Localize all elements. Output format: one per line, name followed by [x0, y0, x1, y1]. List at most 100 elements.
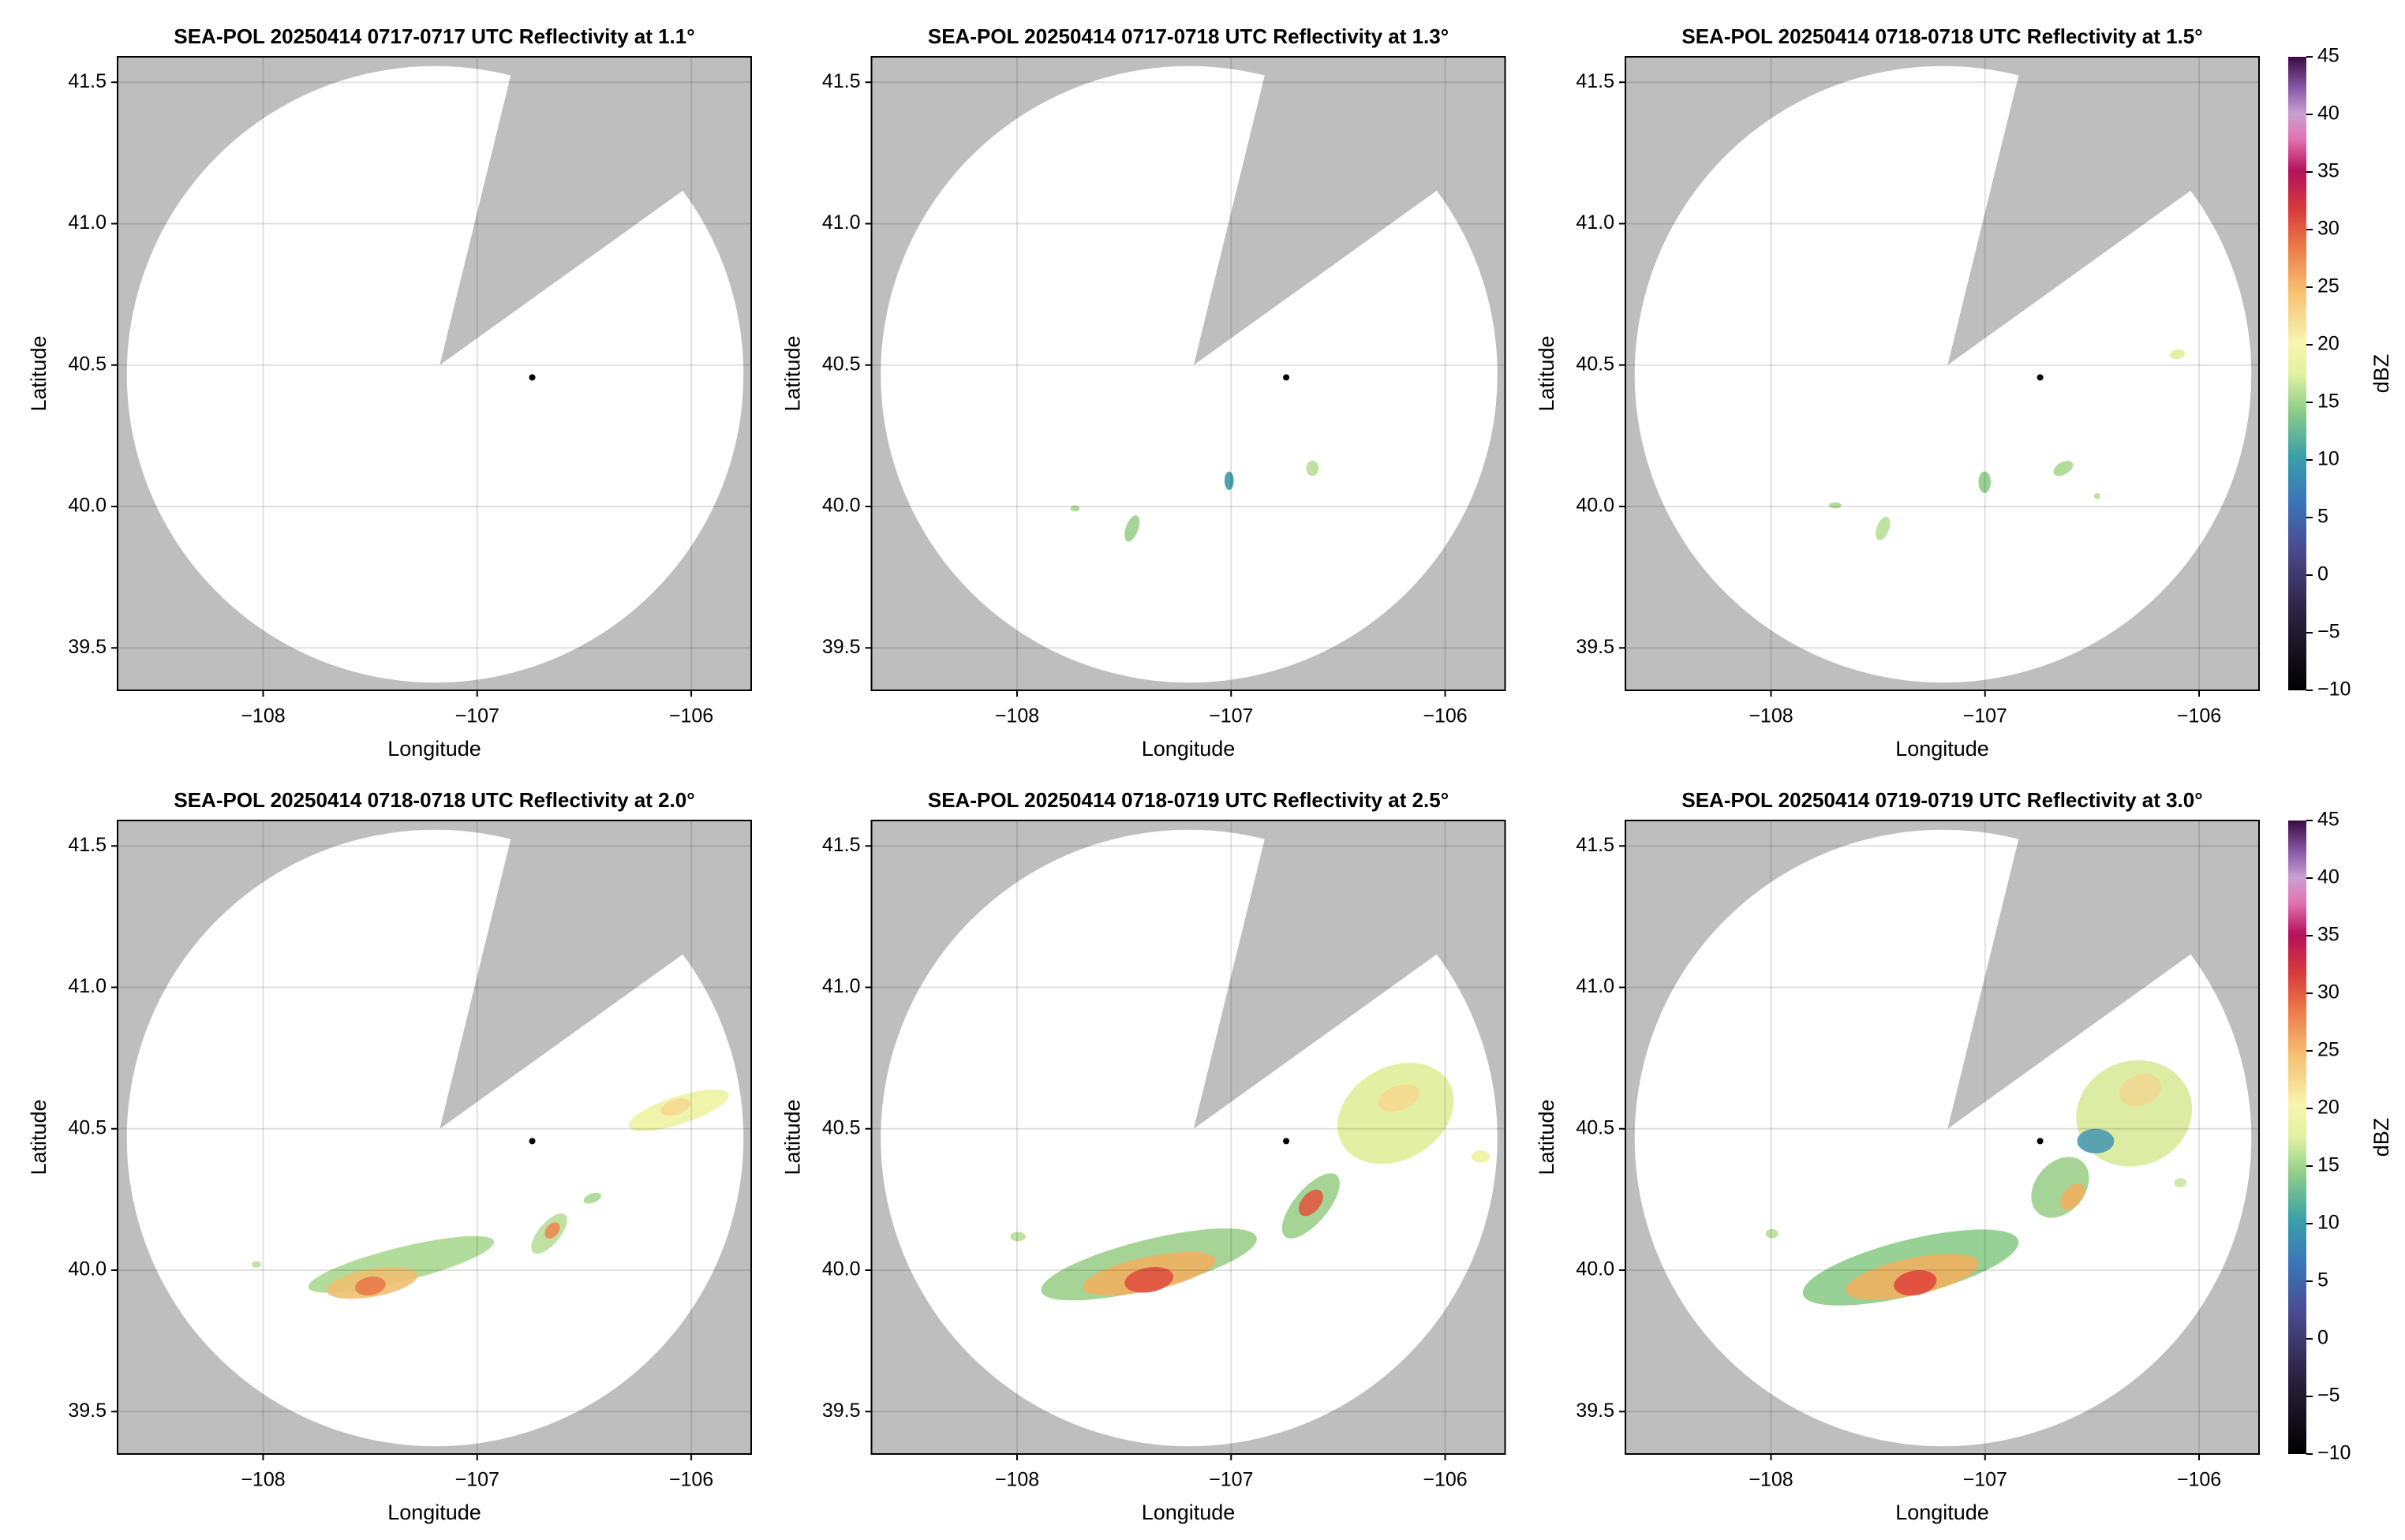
echo — [1978, 471, 1992, 493]
y-tick-label: 41.5 — [822, 834, 861, 856]
colorbar-tick-label: 15 — [2317, 1154, 2340, 1176]
x-axis-label: Longitude — [1142, 1501, 1236, 1524]
colorbar-tick-label: −5 — [2317, 621, 2340, 643]
y-tick-label: 39.5 — [1576, 1400, 1614, 1422]
y-axis-label: Latitude — [27, 335, 50, 411]
chart-title: SEA-POL 20250414 0717-0718 UTC Reflectiv… — [928, 24, 1449, 48]
y-tick-label: 41.0 — [822, 211, 861, 234]
x-tick-label: −108 — [241, 1469, 285, 1491]
echo — [1070, 505, 1080, 512]
plot-frame — [870, 56, 1506, 691]
plot-frame — [117, 56, 752, 691]
panel: −108 −107 −106 39.5 40.0 40.5 41.0 41.5 SEA-POL … — [1535, 24, 2393, 761]
colorbar-tick-label: −5 — [2317, 1385, 2340, 1407]
radar-site — [529, 1138, 536, 1145]
echo — [1306, 460, 1319, 477]
y-tick-label: 41.5 — [822, 70, 861, 92]
x-tick-label: −108 — [995, 705, 1039, 727]
x-tick-label: −107 — [1963, 705, 2007, 727]
x-axis-label: Longitude — [387, 737, 481, 761]
echo — [1124, 515, 1140, 542]
echo — [251, 1261, 261, 1268]
echo — [2053, 461, 2074, 477]
y-tick-label: 41.5 — [68, 834, 107, 856]
y-tick-label: 41.5 — [1576, 834, 1614, 856]
colorbar-tick-label: 10 — [2317, 448, 2340, 470]
echo — [1876, 516, 1891, 540]
y-tick-label: 41.5 — [68, 70, 107, 92]
x-tick-label: −107 — [1209, 1469, 1253, 1491]
colorbar-tick-label: 35 — [2317, 160, 2340, 182]
y-tick-label: 39.5 — [822, 1400, 861, 1422]
blocked-sector — [1947, 820, 2259, 1129]
radar-site — [2037, 374, 2044, 381]
colorbar-label: dBZ — [2369, 1118, 2393, 1157]
colorbar-tick-label: 0 — [2317, 1327, 2328, 1349]
colorbar-tick-label: −10 — [2317, 678, 2351, 701]
x-tick-label: −108 — [1749, 1469, 1793, 1491]
blocked-sector — [439, 820, 751, 1129]
x-tick-label: −107 — [455, 705, 499, 727]
echo — [2093, 492, 2100, 499]
echo — [1010, 1232, 1026, 1242]
x-tick-label: −106 — [1423, 705, 1467, 727]
echo — [1765, 1228, 1779, 1239]
colorbar-tick-label: 20 — [2317, 1097, 2340, 1119]
x-tick-label: −107 — [1963, 1469, 2007, 1491]
colorbar-tick-label: −10 — [2317, 1442, 2351, 1464]
panel: −108 −107 −106 39.5 40.0 40.5 41.0 41.5 SEA-POL … — [781, 24, 1506, 761]
echo — [1124, 1266, 1174, 1293]
colorbar-tick-label: 25 — [2317, 275, 2340, 297]
y-tick-label: 40.5 — [822, 1116, 861, 1138]
colorbar-tick-label: 20 — [2317, 333, 2340, 355]
echo — [1471, 1150, 1490, 1163]
blocked-sector — [1947, 57, 2259, 365]
x-axis-label: Longitude — [1895, 1501, 1989, 1524]
colorbar-tick-label: 35 — [2317, 924, 2340, 946]
y-tick-label: 40.5 — [1576, 353, 1614, 375]
y-tick-label: 40.0 — [1576, 1258, 1614, 1280]
x-tick-label: −106 — [2177, 1469, 2221, 1491]
y-tick-label: 40.5 — [68, 1116, 107, 1138]
y-tick-label: 39.5 — [68, 1400, 107, 1422]
echo — [2174, 1178, 2187, 1187]
x-tick-label: −106 — [1423, 1469, 1467, 1491]
colorbar-tick-label: 5 — [2317, 1269, 2328, 1291]
panel: −108 −107 −106 39.5 40.0 40.5 41.0 41.5 SEA-POL … — [1535, 788, 2393, 1524]
echo — [355, 1276, 386, 1296]
chart-title: SEA-POL 20250414 0719-0719 UTC Reflectiv… — [1681, 788, 2202, 812]
colorbar-tick-label: 15 — [2317, 391, 2340, 413]
colorbar — [2288, 820, 2306, 1454]
chart-title: SEA-POL 20250414 0717-0717 UTC Reflectiv… — [174, 24, 694, 48]
y-tick-label: 41.0 — [1576, 211, 1614, 234]
y-tick-label: 40.0 — [822, 495, 861, 517]
echo — [2169, 349, 2186, 360]
y-tick-label: 41.5 — [1576, 70, 1614, 92]
echo — [1224, 471, 1234, 491]
blocked-sector — [1193, 57, 1505, 365]
colorbar-tick-label: 25 — [2317, 1039, 2340, 1061]
echo — [1828, 502, 1842, 509]
echo — [660, 1098, 691, 1116]
echo — [2077, 1128, 2115, 1154]
colorbar-label: dBZ — [2369, 354, 2393, 394]
echo — [1298, 1189, 1323, 1217]
y-tick-label: 39.5 — [68, 636, 107, 658]
x-axis-label: Longitude — [387, 1501, 481, 1524]
colorbar-tick-label: 0 — [2317, 563, 2328, 585]
y-tick-label: 40.0 — [68, 1258, 107, 1280]
colorbar — [2288, 57, 2306, 690]
y-axis-label: Latitude — [27, 1099, 50, 1175]
radar-site — [1283, 1138, 1290, 1145]
radar-site — [1283, 374, 1290, 381]
echo — [2119, 1074, 2162, 1107]
colorbar-tick-label: 10 — [2317, 1212, 2340, 1234]
y-axis-label: Latitude — [1535, 1099, 1558, 1175]
chart-title: SEA-POL 20250414 0718-0718 UTC Reflectiv… — [174, 788, 694, 812]
x-tick-label: −106 — [669, 705, 713, 727]
y-tick-label: 41.0 — [1576, 975, 1614, 997]
x-tick-label: −106 — [669, 1469, 713, 1491]
y-tick-label: 39.5 — [822, 636, 861, 658]
echo — [2060, 1183, 2085, 1210]
